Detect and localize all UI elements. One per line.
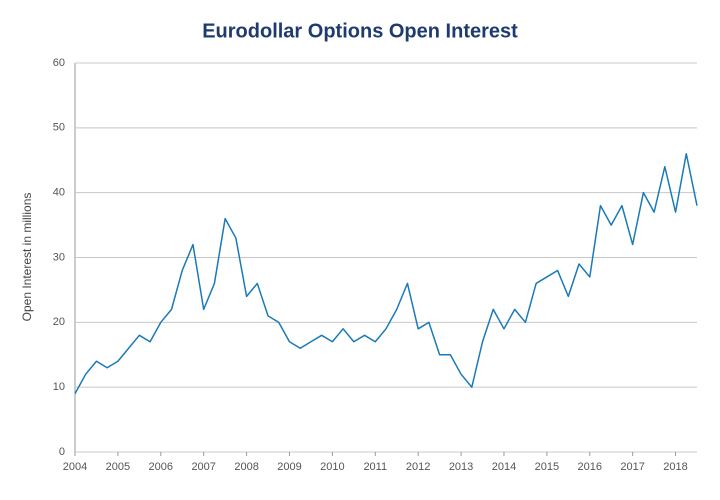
y-tick-label: 50 — [53, 122, 65, 134]
y-tick-label: 60 — [53, 57, 65, 69]
x-tick-label: 2006 — [149, 461, 173, 473]
chart-title: Eurodollar Options Open Interest — [202, 20, 518, 42]
x-tick-label: 2012 — [406, 461, 430, 473]
x-tick-label: 2005 — [106, 461, 130, 473]
x-tick-label: 2004 — [63, 461, 87, 473]
x-tick-label: 2010 — [320, 461, 344, 473]
y-tick-label: 30 — [53, 251, 65, 263]
x-tick-label: 2015 — [535, 461, 559, 473]
x-tick-label: 2008 — [234, 461, 258, 473]
y-tick-label: 40 — [53, 187, 65, 199]
x-tick-label: 2011 — [363, 461, 387, 473]
x-tick-label: 2014 — [492, 461, 516, 473]
x-tick-label: 2009 — [277, 461, 301, 473]
x-tick-label: 2018 — [663, 461, 687, 473]
y-axis-label: Open Interest in millions — [20, 193, 34, 322]
x-tick-label: 2017 — [620, 461, 644, 473]
data-line — [74, 153, 698, 395]
x-tick-label: 2007 — [191, 461, 215, 473]
y-tick-label: 10 — [53, 381, 65, 393]
x-tick-label: 2013 — [449, 461, 473, 473]
y-tick-label: 20 — [53, 316, 65, 328]
y-tick-label: 0 — [59, 446, 65, 458]
x-tick-label: 2016 — [578, 461, 602, 473]
